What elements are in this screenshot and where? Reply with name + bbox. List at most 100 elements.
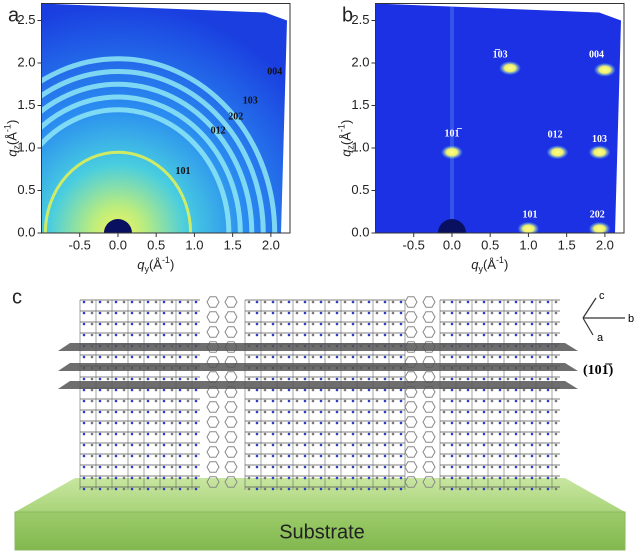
atom <box>90 333 94 337</box>
atom <box>391 311 395 315</box>
ring <box>224 401 238 413</box>
atom <box>255 454 259 458</box>
atom <box>295 333 299 337</box>
atom <box>538 465 542 469</box>
atom <box>178 399 182 403</box>
atom <box>391 421 395 425</box>
atom <box>546 399 550 403</box>
atom <box>98 410 102 414</box>
atom <box>247 421 251 425</box>
atom <box>546 333 550 337</box>
diffraction-spot <box>517 221 540 233</box>
atom <box>554 454 558 458</box>
atom <box>458 300 462 304</box>
peak-label: 101 <box>522 209 537 220</box>
atom <box>154 476 158 480</box>
atom <box>530 454 534 458</box>
atom <box>287 410 291 414</box>
atom <box>162 443 166 447</box>
atom <box>383 311 387 315</box>
atom <box>170 432 174 436</box>
x-tick-label: 1.5 <box>558 237 576 252</box>
ring <box>422 296 436 308</box>
atom <box>154 454 158 458</box>
atom <box>546 410 550 414</box>
atom <box>367 355 371 359</box>
streak <box>449 3 454 233</box>
atom <box>178 300 182 304</box>
atom <box>255 322 259 326</box>
atom <box>138 465 142 469</box>
atom <box>247 443 251 447</box>
atom <box>247 322 251 326</box>
atom <box>522 410 526 414</box>
atom <box>90 311 94 315</box>
atom <box>466 377 470 381</box>
atom <box>82 300 86 304</box>
atom <box>170 355 174 359</box>
atom <box>343 421 347 425</box>
atom <box>399 465 403 469</box>
atom <box>359 443 363 447</box>
atom <box>138 476 142 480</box>
atom <box>530 355 534 359</box>
atom <box>450 311 454 315</box>
atom <box>162 377 166 381</box>
atom <box>287 300 291 304</box>
atom <box>271 443 275 447</box>
atom <box>122 454 126 458</box>
atom <box>391 388 395 392</box>
atom <box>335 410 339 414</box>
atom <box>442 377 446 381</box>
atom <box>458 322 462 326</box>
y-axis-label: qz(Å-1) <box>337 120 356 157</box>
atom <box>178 322 182 326</box>
y-tick-label: 2.5 <box>17 12 35 27</box>
label-part: q <box>339 149 354 157</box>
atom <box>327 465 331 469</box>
atom <box>530 388 534 392</box>
axis-a <box>582 317 594 336</box>
atom <box>154 311 158 315</box>
atom <box>514 421 518 425</box>
atom <box>530 443 534 447</box>
atom <box>138 410 142 414</box>
atom <box>154 487 158 491</box>
atom <box>263 465 267 469</box>
atom <box>351 399 355 403</box>
atom <box>154 300 158 304</box>
ring <box>404 431 418 443</box>
atom <box>106 388 110 392</box>
label-part: q <box>471 257 479 272</box>
ring <box>404 326 418 338</box>
atom <box>130 487 134 491</box>
atom <box>554 465 558 469</box>
ring <box>404 476 418 488</box>
atom <box>154 388 158 392</box>
atom <box>130 421 134 425</box>
atom <box>154 322 158 326</box>
atom <box>162 300 166 304</box>
atom <box>82 377 86 381</box>
ring <box>422 431 436 443</box>
atom <box>458 432 462 436</box>
atom <box>538 322 542 326</box>
atom <box>383 454 387 458</box>
atom <box>287 487 291 491</box>
atom <box>546 388 550 392</box>
atom <box>98 487 102 491</box>
atom <box>442 311 446 315</box>
ring <box>224 311 238 323</box>
atom <box>522 432 526 436</box>
atom <box>359 300 363 304</box>
atom <box>106 333 110 337</box>
ring <box>41 81 255 233</box>
atom <box>327 377 331 381</box>
atom <box>82 476 86 480</box>
atom <box>82 487 86 491</box>
atom <box>351 443 355 447</box>
atom <box>375 399 379 403</box>
atom <box>490 443 494 447</box>
atom <box>255 432 259 436</box>
atom <box>194 465 198 469</box>
